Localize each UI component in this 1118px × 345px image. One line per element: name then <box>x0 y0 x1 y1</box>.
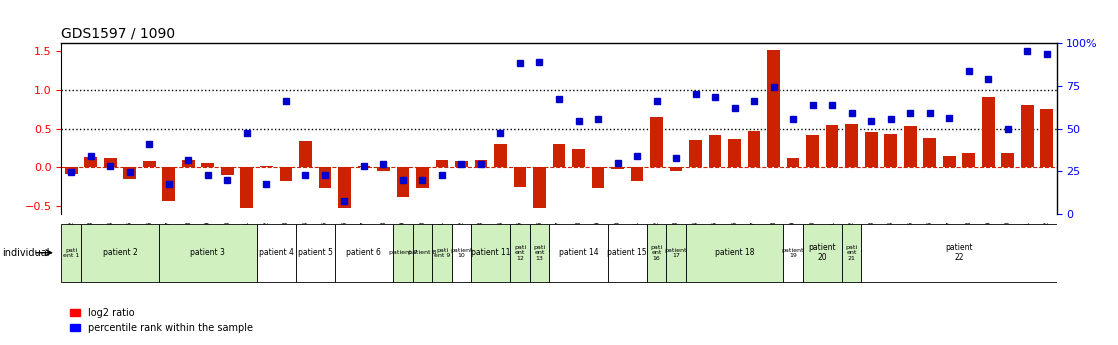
Text: patient 14: patient 14 <box>559 248 598 257</box>
Text: patient
17: patient 17 <box>665 247 688 258</box>
Bar <box>728 139 741 167</box>
Text: patient 18: patient 18 <box>714 248 755 257</box>
Bar <box>845 124 858 167</box>
Bar <box>982 98 995 167</box>
Text: pati
ent
16: pati ent 16 <box>651 245 663 260</box>
Bar <box>433 224 452 282</box>
Bar <box>803 224 842 282</box>
Bar <box>471 224 510 282</box>
Bar <box>903 126 917 167</box>
Bar <box>510 224 530 282</box>
Bar <box>85 157 97 167</box>
Text: pati
ent 1: pati ent 1 <box>63 247 79 258</box>
Text: individual: individual <box>2 248 49 258</box>
Text: patient 15: patient 15 <box>607 248 647 257</box>
Bar <box>533 167 546 208</box>
Bar <box>826 125 838 167</box>
Text: patient 7: patient 7 <box>389 250 417 255</box>
Text: pati
ent
12: pati ent 12 <box>514 245 527 260</box>
Bar <box>123 167 136 179</box>
Bar <box>319 167 331 188</box>
Bar <box>651 117 663 167</box>
Bar <box>143 161 155 167</box>
Text: patient 11: patient 11 <box>471 248 511 257</box>
Bar <box>748 131 760 167</box>
Bar <box>260 166 273 167</box>
Text: patient
22: patient 22 <box>945 243 973 262</box>
Bar <box>299 141 312 167</box>
Bar <box>295 224 334 282</box>
Bar <box>591 167 605 188</box>
Bar <box>865 132 878 167</box>
Text: patient 4: patient 4 <box>258 248 294 257</box>
Bar <box>455 161 467 167</box>
Bar <box>358 166 370 167</box>
Bar <box>767 50 780 167</box>
Bar <box>942 157 956 167</box>
Bar <box>647 224 666 282</box>
Bar <box>1021 105 1033 167</box>
Text: patient 3: patient 3 <box>190 248 225 257</box>
Bar <box>549 224 608 282</box>
Bar <box>513 167 527 187</box>
Bar <box>377 167 390 171</box>
Bar <box>530 224 549 282</box>
Bar <box>257 224 295 282</box>
Text: GDS1597 / 1090: GDS1597 / 1090 <box>61 27 176 41</box>
Bar <box>65 167 77 174</box>
Text: patient
20: patient 20 <box>808 243 836 262</box>
Bar <box>784 224 803 282</box>
Bar <box>1002 153 1014 167</box>
Bar <box>162 167 176 201</box>
Bar <box>80 224 159 282</box>
Bar <box>494 144 506 167</box>
Bar <box>1041 109 1053 167</box>
Bar <box>413 224 433 282</box>
Text: pati
ent
13: pati ent 13 <box>533 245 546 260</box>
Text: patient 5: patient 5 <box>297 248 332 257</box>
Bar <box>787 158 799 167</box>
Bar <box>394 224 413 282</box>
Bar <box>963 153 975 167</box>
Bar <box>923 138 936 167</box>
Bar <box>221 167 234 175</box>
Bar <box>685 224 784 282</box>
Bar <box>436 159 448 167</box>
Bar <box>452 224 471 282</box>
Bar <box>61 224 80 282</box>
Bar <box>552 144 566 167</box>
Bar <box>689 140 702 167</box>
Bar <box>201 164 215 167</box>
Bar <box>666 224 685 282</box>
Bar <box>842 224 861 282</box>
Bar <box>416 167 429 188</box>
Text: patient
19: patient 19 <box>781 247 804 258</box>
Bar <box>884 134 897 167</box>
Bar <box>104 158 116 167</box>
Text: patient
10: patient 10 <box>451 247 473 258</box>
Bar <box>572 149 585 167</box>
Bar <box>612 167 624 169</box>
Text: pati
ent
21: pati ent 21 <box>845 245 858 260</box>
Bar <box>608 224 647 282</box>
Bar <box>280 167 292 181</box>
Bar <box>670 167 682 171</box>
Bar <box>159 224 257 282</box>
Bar <box>397 167 409 197</box>
Bar <box>338 167 351 208</box>
Text: pati
ent 9: pati ent 9 <box>434 247 451 258</box>
Text: patient 8: patient 8 <box>408 250 437 255</box>
Bar <box>709 135 721 167</box>
Bar <box>631 167 643 180</box>
Bar <box>334 224 394 282</box>
Bar <box>182 159 195 167</box>
Legend: log2 ratio, percentile rank within the sample: log2 ratio, percentile rank within the s… <box>66 304 257 337</box>
Bar <box>861 224 1057 282</box>
Bar <box>240 167 253 208</box>
Text: patient 6: patient 6 <box>347 248 381 257</box>
Bar <box>475 160 487 167</box>
Bar <box>806 135 819 167</box>
Text: patient 2: patient 2 <box>103 248 138 257</box>
